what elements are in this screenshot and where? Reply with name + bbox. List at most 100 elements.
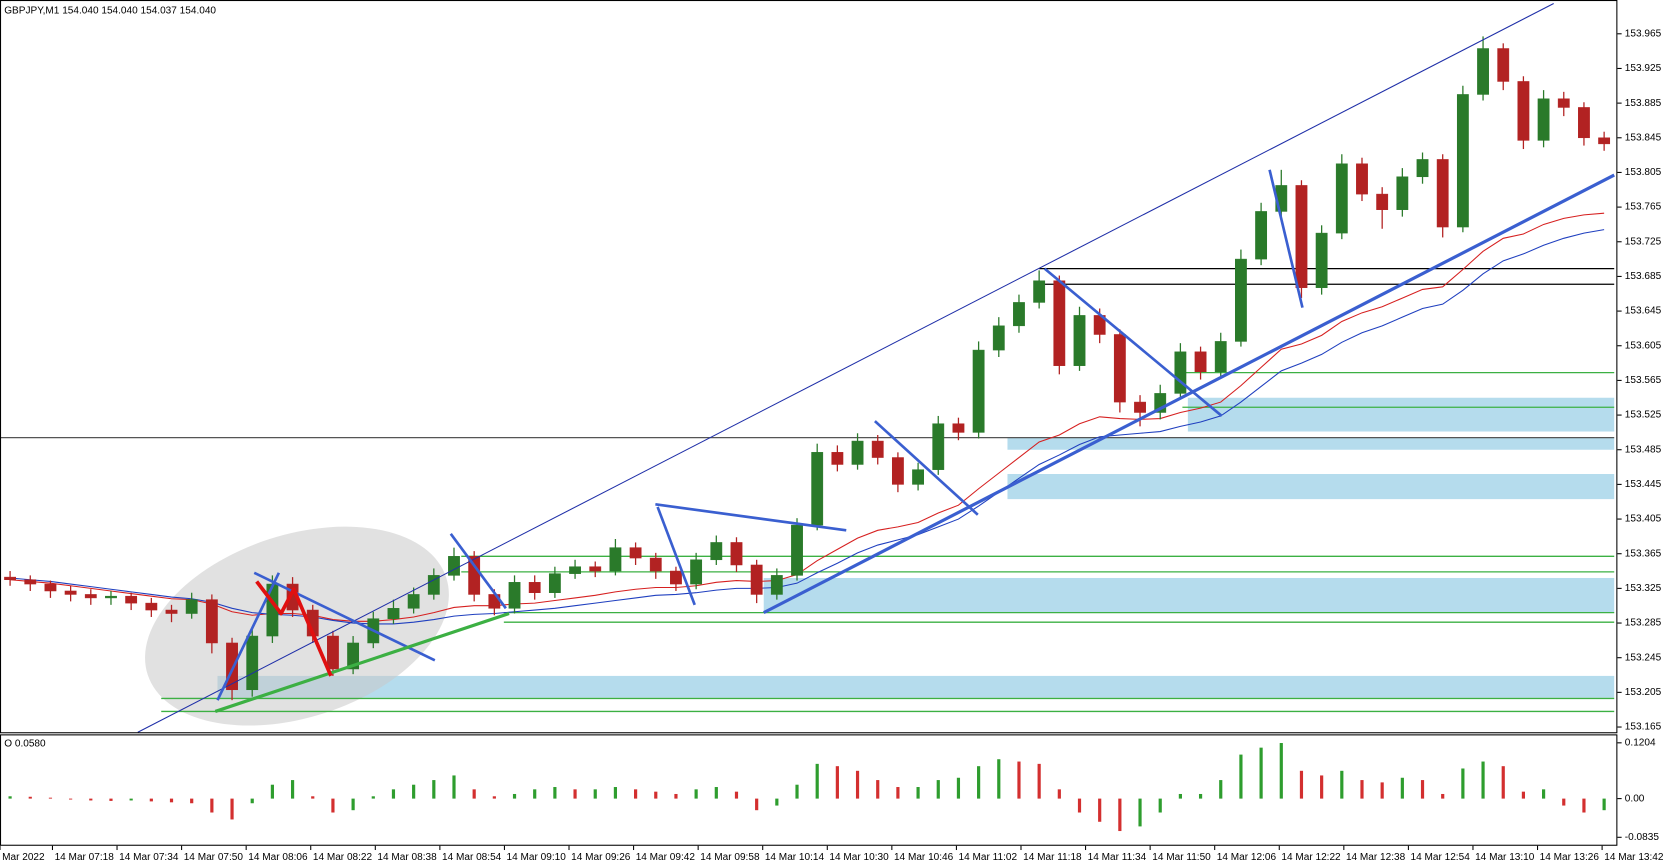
osc-bar <box>48 797 53 799</box>
y-tick-label: 153.765 <box>1625 202 1662 213</box>
candle-body <box>589 566 602 572</box>
candle-body <box>24 579 37 585</box>
candle-body <box>649 557 662 572</box>
osc-bar <box>1501 766 1505 799</box>
candle-body <box>831 452 844 465</box>
trend-line <box>449 533 507 610</box>
osc-bar <box>1340 770 1344 799</box>
osc-bar <box>351 798 355 811</box>
osc-bar <box>593 789 597 799</box>
zone <box>1007 437 1615 450</box>
osc-bar <box>452 775 456 799</box>
candle-body <box>1255 211 1268 260</box>
candle-body <box>609 547 622 572</box>
y-tick-label: 153.165 <box>1625 722 1662 733</box>
osc-bar <box>89 798 93 801</box>
osc-bar <box>169 798 174 803</box>
candle-body <box>1134 401 1146 413</box>
candle-body <box>1295 185 1308 288</box>
candle-body <box>44 583 57 592</box>
candle-body <box>1578 107 1590 139</box>
candle-body <box>1315 232 1328 288</box>
x-tick-label: 14 Mar 13:26 <box>1540 852 1600 863</box>
candle-body <box>1598 137 1611 145</box>
osc-bar <box>553 787 557 799</box>
candle-body <box>851 440 864 465</box>
osc-bar <box>714 787 718 799</box>
y-tick-label: 153.205 <box>1625 687 1662 698</box>
y-tick-label: 153.805 <box>1625 167 1662 178</box>
x-tick-label: 14 Mar 07:34 <box>119 852 179 863</box>
osc-bar <box>1562 798 1566 806</box>
osc-bar <box>1077 798 1082 813</box>
osc-bar <box>1138 798 1142 827</box>
osc-bar <box>997 759 1001 799</box>
zones <box>217 397 1615 698</box>
osc-bar <box>855 770 860 799</box>
osc-bar <box>1279 743 1283 799</box>
x-tick-label: 14 Mar 12:54 <box>1411 852 1471 863</box>
osc-bar <box>654 791 658 799</box>
x-tick-label: 14 Mar 10:30 <box>829 852 889 863</box>
y-tick-label: 153.845 <box>1625 132 1662 143</box>
osc-bar <box>1420 780 1425 799</box>
x-tick-label: 14 Mar 12:38 <box>1346 852 1406 863</box>
candle-body <box>871 440 884 458</box>
y-tick-label: 153.285 <box>1625 618 1662 629</box>
candle-body <box>952 423 965 433</box>
x-tick-label: 14 Mar 09:42 <box>636 852 696 863</box>
osc-bar <box>1198 793 1203 799</box>
y-tick-label: 153.885 <box>1625 98 1662 109</box>
candle-body <box>387 608 400 619</box>
x-tick-label: 14 Mar 09:26 <box>571 852 631 863</box>
y-tick-label: 153.405 <box>1625 514 1662 525</box>
x-tick-label: 14 Mar 07:18 <box>55 852 115 863</box>
x-tick-label: 14 Mar 11:02 <box>959 852 1018 863</box>
osc-bar <box>1320 775 1324 799</box>
osc-y-tick-label: 0.1204 <box>1625 737 1656 748</box>
trend-line <box>214 612 510 713</box>
osc-bar <box>1118 798 1122 832</box>
trend-line <box>762 173 1615 615</box>
osc-bar <box>1461 768 1465 799</box>
osc-bar <box>210 798 214 813</box>
candle-body <box>1436 159 1449 228</box>
candle-body <box>1053 280 1066 366</box>
candle-body <box>891 457 904 485</box>
osc-bar <box>1299 770 1304 799</box>
x-tick-label: 14 Mar 08:54 <box>442 852 502 863</box>
y-tick-label: 153.965 <box>1625 28 1662 39</box>
y-tick-label: 153.245 <box>1625 652 1662 663</box>
candle-body <box>1537 98 1550 141</box>
y-tick-label: 153.325 <box>1625 583 1662 594</box>
x-tick-label: 14 Mar 10:46 <box>894 852 954 863</box>
x-tick-label: 14 Mar 12:22 <box>1281 852 1341 863</box>
candle-body <box>1174 351 1187 394</box>
trend-line <box>874 420 979 516</box>
osc-bar <box>1098 798 1102 822</box>
candle-body <box>407 594 420 609</box>
candle-body <box>528 582 541 593</box>
candle-body <box>226 642 238 691</box>
candle-body <box>730 542 743 566</box>
candle-body <box>1477 48 1489 95</box>
osc-bar <box>1582 798 1586 813</box>
osc-bar <box>613 787 618 799</box>
candle-body <box>165 609 178 614</box>
x-tick-label: 14 Mar 13:42 <box>1604 852 1663 863</box>
candle-body <box>1335 163 1348 234</box>
highlight-ellipse <box>145 526 449 726</box>
osc-bar <box>1219 780 1223 799</box>
osc-bar <box>472 789 476 799</box>
osc-bar <box>694 789 698 799</box>
osc-bar <box>755 798 759 811</box>
candle-body <box>105 595 117 599</box>
candle-body <box>1376 193 1389 210</box>
candle-body <box>1154 393 1167 413</box>
candle-body <box>750 564 763 595</box>
oscillator-title: O 0.0580 <box>4 739 46 750</box>
y-tick-label: 153.565 <box>1625 375 1662 386</box>
osc-bar <box>512 793 517 799</box>
